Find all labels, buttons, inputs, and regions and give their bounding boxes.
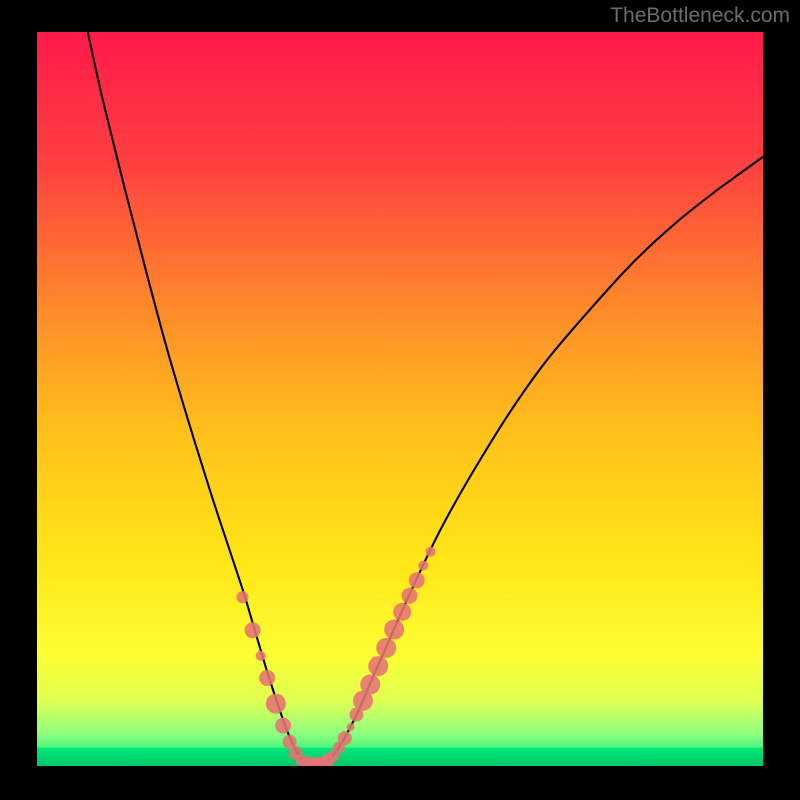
data-point [347, 723, 355, 731]
data-point [393, 603, 411, 621]
data-point [368, 656, 388, 676]
data-point [338, 731, 352, 745]
data-point [409, 572, 425, 588]
chart-plot-area [37, 32, 763, 766]
gradient-background [37, 32, 763, 766]
watermark-text: TheBottleneck.com [610, 4, 790, 28]
data-point [256, 651, 266, 661]
data-point [384, 619, 404, 639]
chart-svg [37, 32, 763, 766]
data-point [245, 622, 261, 638]
data-point [401, 588, 417, 604]
data-point [275, 718, 291, 734]
data-point [425, 547, 435, 557]
data-point [376, 638, 396, 658]
data-point [259, 670, 275, 686]
data-point [418, 561, 428, 571]
bottom-green-strip [37, 748, 763, 766]
data-point [360, 675, 380, 695]
data-point [266, 694, 286, 714]
data-point [236, 591, 248, 603]
